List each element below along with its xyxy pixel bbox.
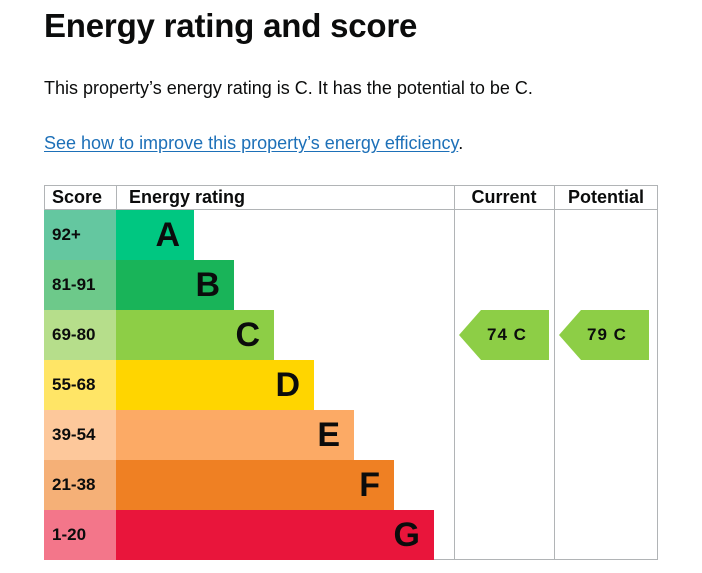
score-column-divider [116, 185, 117, 210]
link-suffix: . [458, 133, 464, 153]
band-score-range: 21-38 [44, 460, 116, 510]
current-column-divider [454, 185, 455, 560]
score-header: Score [52, 187, 103, 207]
current-rating-arrow: 74 C [459, 310, 549, 360]
page-title: Energy rating and score [44, 7, 418, 44]
band-score-range: 1-20 [44, 510, 116, 560]
improve-link-line: See how to improve this property’s energ… [44, 132, 463, 154]
band-bar-f: F [116, 460, 394, 510]
band-score-range: 92+ [44, 210, 116, 260]
band-score-range: 81-91 [44, 260, 116, 310]
potential-header: Potential [567, 187, 644, 207]
header-divider [44, 209, 658, 210]
energy-rating-chart: Score Energy rating Current Potential 92… [44, 185, 658, 560]
energy-rating-header: Energy rating [129, 187, 246, 207]
rating-summary: This property’s energy rating is C. It h… [44, 78, 533, 98]
band-bar-b: B [116, 260, 234, 310]
band-score-range: 69-80 [44, 310, 116, 360]
potential-rating-arrow: 79 C [559, 310, 649, 360]
potential-column-divider [554, 185, 555, 560]
band-bar-e: E [116, 410, 354, 460]
band-bar-d: D [116, 360, 314, 410]
band-score-range: 55-68 [44, 360, 116, 410]
band-bar-g: G [116, 510, 434, 560]
improve-efficiency-link[interactable]: See how to improve this property’s energ… [44, 133, 459, 153]
band-score-range: 39-54 [44, 410, 116, 460]
band-bar-a: A [116, 210, 194, 260]
current-header: Current [471, 187, 537, 207]
band-bar-c: C [116, 310, 274, 360]
